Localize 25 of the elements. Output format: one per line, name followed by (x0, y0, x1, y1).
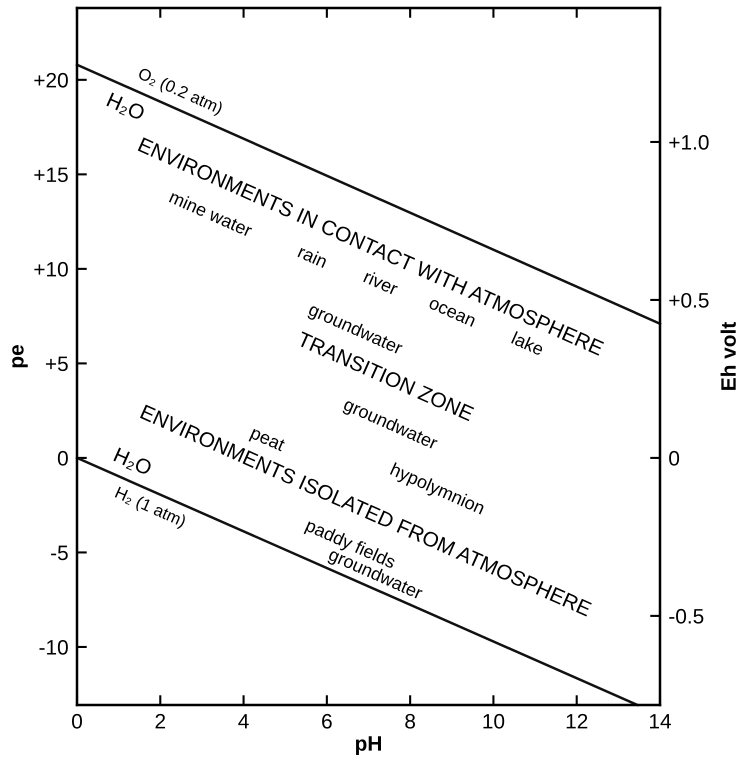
y2-axis-title: Eh volt (720, 322, 736, 390)
x-tick-label: 4 (238, 714, 249, 728)
y-tick-label: +10 (34, 262, 68, 277)
y-tick-label: +20 (34, 72, 68, 88)
y2-tick-label: -0.5 (669, 608, 704, 624)
annotation: H₂ (1 atm) (113, 486, 187, 530)
annotation: H₂O (106, 92, 146, 122)
y-tick-label: +5 (46, 356, 68, 372)
x-tick-label: 2 (156, 714, 166, 728)
y-axis-title: pe (12, 345, 28, 368)
x-axis-title: pH (356, 736, 381, 755)
y-tick-label: 0 (58, 450, 68, 466)
y-tick-label: -10 (39, 640, 68, 655)
x-tick-label: 8 (405, 714, 416, 729)
annotation: river (363, 270, 400, 296)
x-tick-label: 0 (72, 714, 82, 729)
y-tick-label: +15 (34, 168, 68, 182)
x-tick-label: 14 (650, 714, 671, 728)
x-tick-label: 6 (322, 714, 332, 729)
y2-tick-label: +1.0 (669, 134, 709, 150)
y2-tick-label: 0 (669, 450, 680, 466)
y2-tick-label: +0.5 (669, 292, 709, 308)
x-tick-label: 10 (483, 714, 504, 729)
x-tick-label: 12 (566, 714, 588, 728)
y-tick-label: -5 (51, 546, 68, 560)
